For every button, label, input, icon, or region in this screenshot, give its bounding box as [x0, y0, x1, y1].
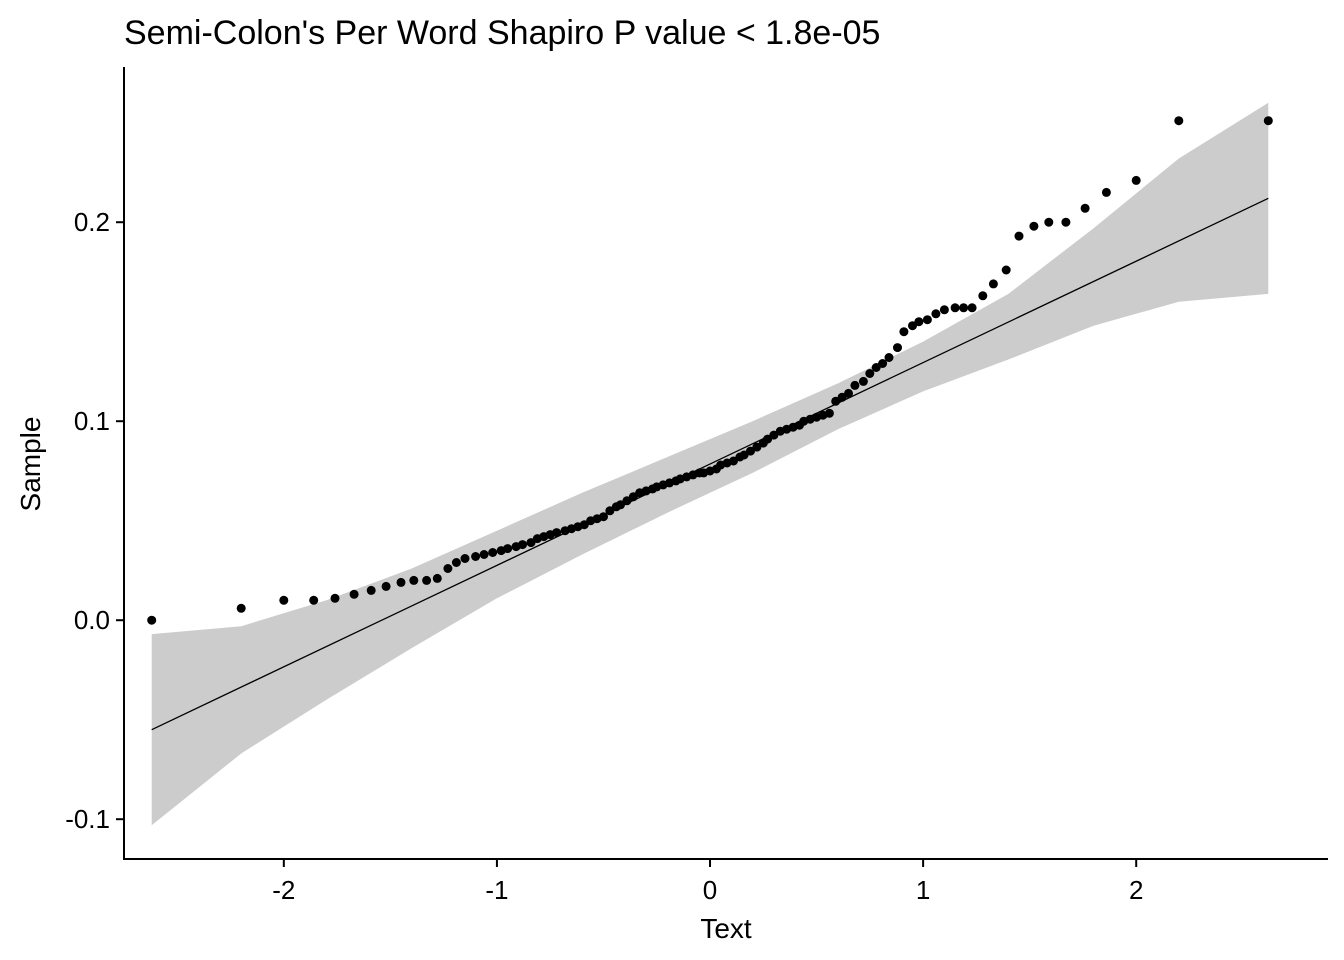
x-tick-label: -1 — [485, 875, 508, 905]
data-point — [1029, 221, 1039, 231]
x-tick-label: 2 — [1129, 875, 1143, 905]
data-point — [366, 585, 376, 595]
data-point — [988, 279, 998, 289]
data-point — [443, 564, 453, 573]
data-point — [616, 500, 625, 510]
data-point — [899, 327, 909, 337]
data-point — [460, 554, 470, 563]
data-point — [950, 303, 960, 313]
data-point — [236, 603, 246, 613]
data-point — [884, 353, 894, 362]
y-axis-label: Sample — [15, 417, 46, 512]
x-axis-label: Text — [700, 913, 752, 944]
data-point — [1101, 187, 1111, 197]
reference-line — [151, 197, 1269, 731]
data-point — [893, 343, 902, 353]
data-point — [1061, 217, 1071, 227]
data-point — [330, 593, 340, 603]
data-point — [967, 303, 977, 313]
data-point — [349, 589, 359, 599]
data-point — [865, 369, 875, 378]
chart-title: Semi-Colon's Per Word Shapiro P value < … — [124, 14, 880, 52]
x-axis-ticks: -2 -1 0 1 2 — [272, 859, 1143, 905]
data-point — [831, 396, 841, 406]
data-point — [752, 442, 762, 452]
y-tick-label: -0.1 — [65, 804, 110, 834]
data-point — [432, 573, 442, 583]
y-tick-label: 0.2 — [74, 207, 110, 237]
data-point — [922, 315, 932, 325]
y-axis-ticks: -0.1 0.0 0.1 0.2 — [65, 207, 124, 834]
data-point — [939, 305, 949, 315]
data-point — [1014, 231, 1024, 241]
data-point — [914, 317, 924, 327]
data-point — [396, 577, 406, 587]
data-point — [978, 291, 988, 301]
data-point — [409, 575, 419, 585]
data-point — [422, 575, 432, 585]
data-point — [824, 408, 834, 418]
x-tick-label: -2 — [272, 875, 295, 905]
data-point — [959, 303, 969, 313]
data-point — [628, 492, 638, 502]
data-point — [908, 321, 917, 331]
data-point — [381, 581, 391, 591]
data-point — [279, 595, 289, 605]
y-tick-label: 0.1 — [74, 406, 110, 436]
data-point — [1044, 217, 1054, 227]
x-tick-label: 0 — [703, 875, 717, 905]
data-point — [729, 456, 738, 466]
data-point — [931, 309, 941, 319]
data-point — [471, 552, 481, 561]
data-point — [488, 548, 498, 557]
plot-area — [147, 102, 1273, 826]
x-tick-label: 1 — [916, 875, 930, 905]
data-point — [526, 538, 536, 548]
data-point — [605, 506, 615, 516]
data-point — [147, 615, 157, 625]
data-point — [878, 359, 888, 368]
data-point — [871, 363, 881, 372]
data-point — [579, 520, 589, 530]
data-point — [1001, 265, 1011, 275]
data-point — [1174, 116, 1184, 126]
data-point — [622, 496, 632, 506]
data-point — [1131, 175, 1141, 185]
data-point — [850, 380, 860, 390]
data-point — [518, 540, 527, 550]
data-point — [479, 550, 489, 559]
data-point — [844, 388, 853, 398]
data-point — [1263, 116, 1273, 126]
data-point — [858, 376, 868, 386]
data-point — [599, 512, 608, 522]
data-point — [1080, 203, 1090, 213]
data-point — [309, 595, 319, 605]
y-tick-label: 0.0 — [74, 605, 110, 635]
data-point — [451, 558, 461, 567]
data-point — [552, 528, 562, 538]
data-point — [746, 446, 755, 456]
data-point — [503, 544, 513, 554]
